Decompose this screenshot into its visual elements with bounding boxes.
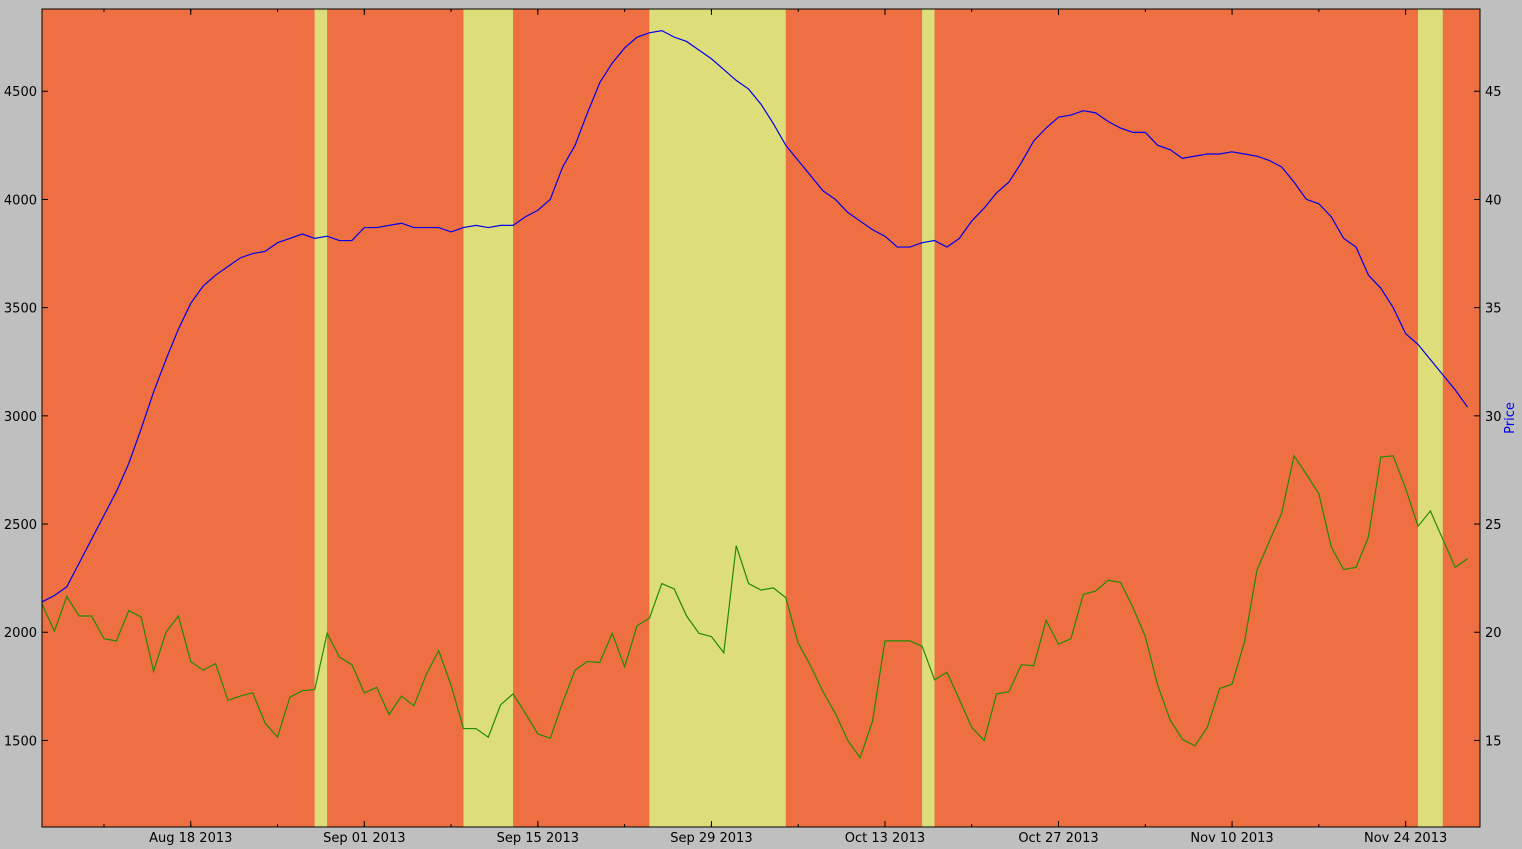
- regions-layer: [42, 9, 1480, 827]
- region-up: [314, 9, 328, 827]
- y-left-tick-label: 3500: [4, 302, 37, 317]
- x-tick-label: Aug 18 2013: [149, 831, 232, 846]
- y-right-tick-label: 20: [1485, 626, 1502, 641]
- x-tick-label: Oct 13 2013: [845, 831, 925, 846]
- y-right-tick-label: 30: [1485, 410, 1502, 425]
- y-axis-right-title: Price: [1503, 402, 1518, 434]
- region-up: [463, 9, 514, 827]
- region-down: [42, 9, 315, 827]
- x-tick-label: Sep 15 2013: [497, 831, 579, 846]
- region-down: [785, 9, 923, 827]
- y-left-tick-label: 1500: [4, 734, 37, 749]
- y-right-tick-label: 45: [1485, 85, 1502, 100]
- region-down: [327, 9, 464, 827]
- y-right-tick-label: 15: [1485, 734, 1502, 749]
- y-right-tick-label: 25: [1485, 518, 1502, 533]
- region-down: [934, 9, 1419, 827]
- y-left-tick-label: 2000: [4, 626, 37, 641]
- region-up: [922, 9, 935, 827]
- y-left-tick-label: 3000: [4, 410, 37, 425]
- region-down: [513, 9, 650, 827]
- y-left-tick-label: 2500: [4, 518, 37, 533]
- x-tick-label: Nov 24 2013: [1364, 831, 1447, 846]
- series-line-right: [41, 30, 1469, 603]
- y-left-tick-label: 4500: [4, 85, 37, 100]
- region-down: [1442, 9, 1480, 827]
- plot-frame: [41, 8, 1481, 828]
- series-layer: [41, 30, 1469, 760]
- y-axis-right: 15 20 25 30 35 40 45: [1474, 85, 1502, 749]
- x-tick-label: Nov 10 2013: [1190, 831, 1273, 846]
- x-tick-label: Sep 29 2013: [670, 831, 752, 846]
- y-axis-left: 1500 2000 2500 3000 3500 4000 4500: [4, 85, 48, 749]
- y-right-tick-label: 35: [1485, 302, 1502, 317]
- region-up: [649, 9, 786, 827]
- y-left-tick-label: 4000: [4, 193, 37, 208]
- series-line-left: [41, 454, 1468, 760]
- x-tick-label: Sep 01 2013: [323, 831, 405, 846]
- x-tick-label: Oct 27 2013: [1018, 831, 1098, 846]
- y-right-tick-label: 40: [1485, 193, 1502, 208]
- region-up: [1418, 9, 1443, 827]
- x-axis: Aug 18 2013 Sep 01 2013 Sep 15 2013 Sep 29 …: [103, 9, 1447, 846]
